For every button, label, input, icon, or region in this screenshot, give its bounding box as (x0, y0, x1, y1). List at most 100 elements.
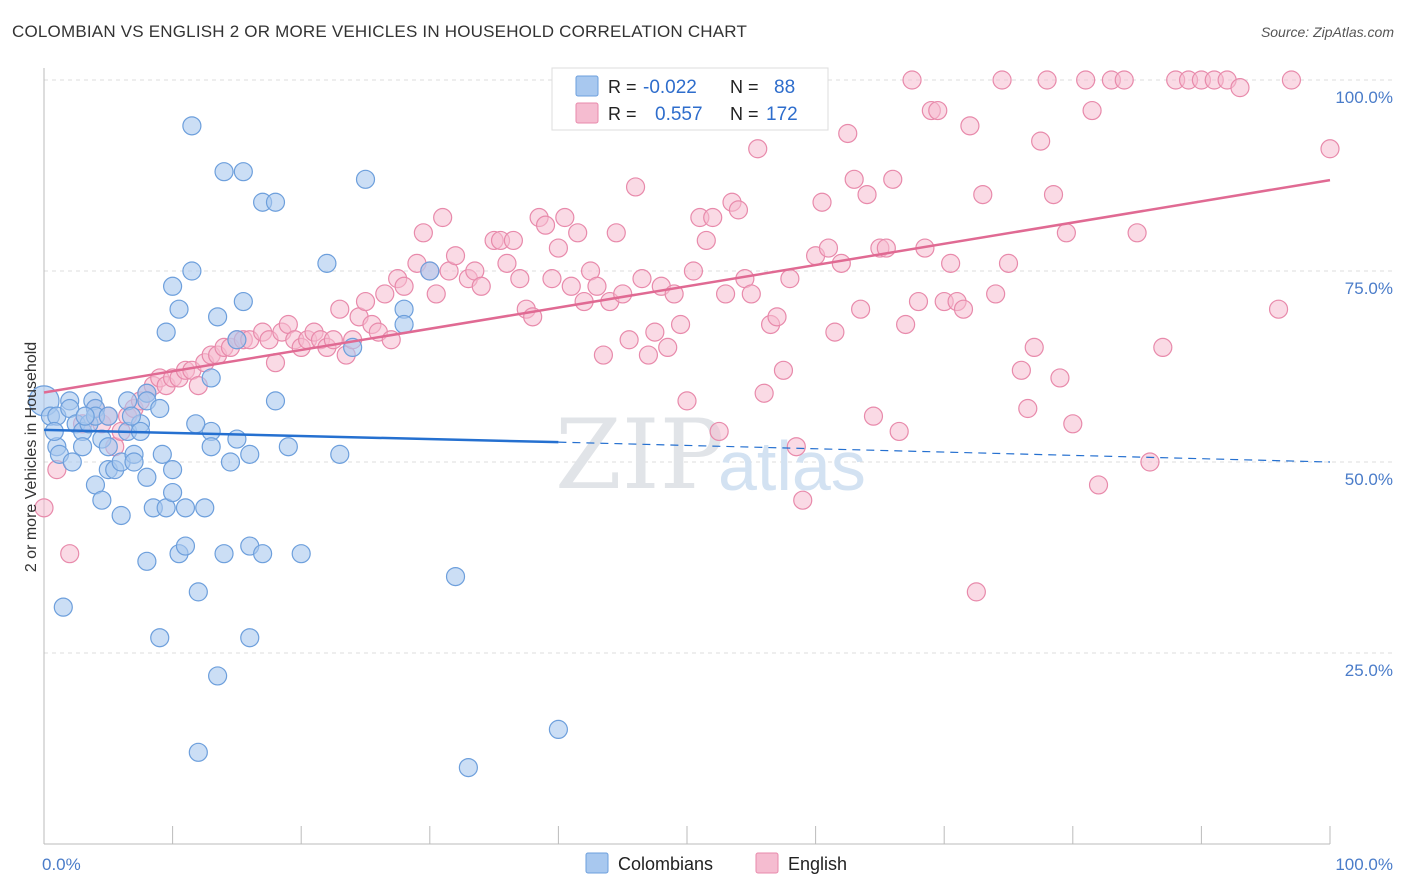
english-point (588, 277, 606, 295)
english-point (993, 71, 1011, 89)
english-point (909, 293, 927, 311)
english-point (414, 224, 432, 242)
correlation-legend: R = -0.022 N = 88 R = 0.557 N = 172 (552, 68, 828, 130)
english-point (864, 407, 882, 425)
english-point (794, 491, 812, 509)
legend-r-label-blue: R = (608, 77, 637, 97)
legend-r-value-pink: 0.557 (655, 104, 703, 125)
english-point (1025, 338, 1043, 356)
english-point (787, 438, 805, 456)
y-tick-label: 100.0% (1335, 88, 1393, 107)
colombians-point (164, 484, 182, 502)
english-point (942, 254, 960, 272)
english-point (1077, 71, 1095, 89)
watermark-zip: ZIP (555, 399, 724, 511)
english-point (376, 285, 394, 303)
colombians-point (266, 392, 284, 410)
english-point (1090, 476, 1108, 494)
english-point (1083, 102, 1101, 120)
english-point (858, 186, 876, 204)
english-point (749, 140, 767, 158)
english-point (549, 239, 567, 257)
english-point (1051, 369, 1069, 387)
colombians-point (196, 499, 214, 517)
english-point (1032, 132, 1050, 150)
colombians-point (221, 453, 239, 471)
colombians-point (99, 438, 117, 456)
english-point (852, 300, 870, 318)
legend-swatch-pink (576, 103, 598, 123)
english-point (717, 285, 735, 303)
colombians-point (138, 468, 156, 486)
colombians-point (176, 499, 194, 517)
colombians-point (421, 262, 439, 280)
colombians-point (189, 583, 207, 601)
x-tick-label: 100.0% (1335, 855, 1393, 874)
colombians-point (189, 743, 207, 761)
x-tick-labels: 0.0% 100.0% (42, 855, 1393, 874)
legend-n-value-blue: 88 (774, 77, 795, 98)
english-point (890, 422, 908, 440)
english-point (884, 170, 902, 188)
colombians-point (241, 629, 259, 647)
colombians-point (459, 759, 477, 777)
y-axis-label: 2 or more Vehicles in Household (23, 342, 40, 572)
english-point (967, 583, 985, 601)
english-point (845, 170, 863, 188)
english-point (813, 193, 831, 211)
english-point (987, 285, 1005, 303)
scatter-chart: ZIP atlas 25.0%50.0%75.0%100.0% 0.0% 100.… (0, 0, 1406, 892)
english-point (1321, 140, 1339, 158)
english-point (1231, 79, 1249, 97)
colombians-point (54, 598, 72, 616)
english-point (1115, 71, 1133, 89)
colombians-point (209, 667, 227, 685)
english-point (704, 209, 722, 227)
colombians-point (183, 117, 201, 135)
legend-english: English (788, 854, 847, 874)
y-tick-label: 50.0% (1345, 470, 1393, 489)
colombians-point (331, 445, 349, 463)
english-point (672, 315, 690, 333)
y-tick-label: 25.0% (1345, 661, 1393, 680)
colombians-point (279, 438, 297, 456)
english-point (903, 71, 921, 89)
colombians-point (151, 629, 169, 647)
english-point (537, 216, 555, 234)
english-point (562, 277, 580, 295)
english-point (974, 186, 992, 204)
english-point (1270, 300, 1288, 318)
english-point (569, 224, 587, 242)
english-trend-line (44, 180, 1330, 392)
legend-swatch-colombians (586, 853, 608, 873)
colombians-point (99, 407, 117, 425)
colombians-point (164, 461, 182, 479)
english-point (897, 315, 915, 333)
legend-colombians: Colombians (618, 854, 713, 874)
english-point (1128, 224, 1146, 242)
english-point (511, 270, 529, 288)
colombians-point (76, 407, 94, 425)
english-point (929, 102, 947, 120)
english-point (1064, 415, 1082, 433)
english-point (614, 285, 632, 303)
english-point (1012, 361, 1030, 379)
colombians-point (202, 438, 220, 456)
colombians-point (215, 545, 233, 563)
colombians-point (241, 445, 259, 463)
english-point (839, 124, 857, 142)
english-point (832, 254, 850, 272)
english-point (1057, 224, 1075, 242)
colombians-point (447, 568, 465, 586)
english-point (472, 277, 490, 295)
legend-swatch-english (756, 853, 778, 873)
colombians-point (187, 415, 205, 433)
legend-swatch-blue (576, 76, 598, 96)
english-point (768, 308, 786, 326)
colombians-point (209, 308, 227, 326)
colombians-point (254, 545, 272, 563)
english-point (755, 384, 773, 402)
english-point (961, 117, 979, 135)
colombians-point (234, 163, 252, 181)
legend-n-label-pink: N = (730, 104, 759, 124)
